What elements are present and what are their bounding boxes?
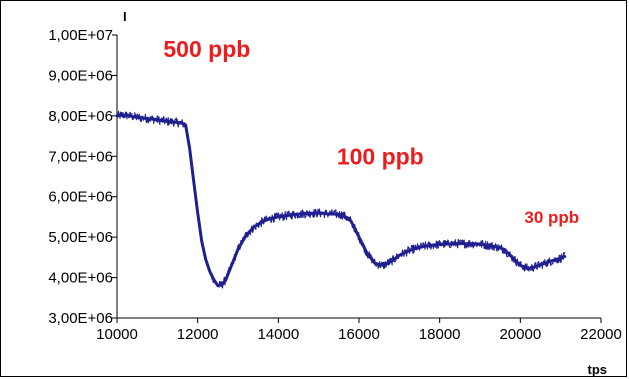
y-axis-title: I [123,9,127,24]
x-tick-label: 22000 [580,326,622,343]
axes [116,35,601,319]
concentration-label: 100 ppb [337,143,424,169]
series-layer [115,110,567,289]
x-ticks: 10000 12000 14000 16000 18000 20000 22000 [96,318,622,343]
y-tick-label: 3,00E+06 [48,310,113,327]
y-tick-label: 9,00E+06 [48,67,113,84]
y-tick-label: 4,00E+06 [48,270,113,287]
y-tick-label: 6,00E+06 [48,189,113,206]
y-tick-label: 1,00E+07 [48,27,113,44]
signal-trace [115,113,567,288]
concentration-label: 30 ppb [524,208,579,227]
x-axis-title: tps [588,362,608,377]
y-tick-label: 8,00E+06 [48,108,113,125]
y-tick-label: 5,00E+06 [48,229,113,246]
x-tick-label: 14000 [257,326,299,343]
x-tick-label: 10000 [96,326,138,343]
y-ticks: 3,00E+06 4,00E+06 5,00E+06 6,00E+06 7,00E+06… [48,27,117,327]
signal-trace-noise [116,110,566,289]
x-tick-label: 12000 [177,326,219,343]
annotation-layer: 500 ppb 100 ppb 30 ppb [163,36,579,227]
x-tick-label: 20000 [499,326,541,343]
x-tick-label: 16000 [338,326,380,343]
concentration-label: 500 ppb [163,36,250,62]
x-tick-label: 18000 [419,326,461,343]
y-tick-label: 7,00E+06 [48,148,113,165]
